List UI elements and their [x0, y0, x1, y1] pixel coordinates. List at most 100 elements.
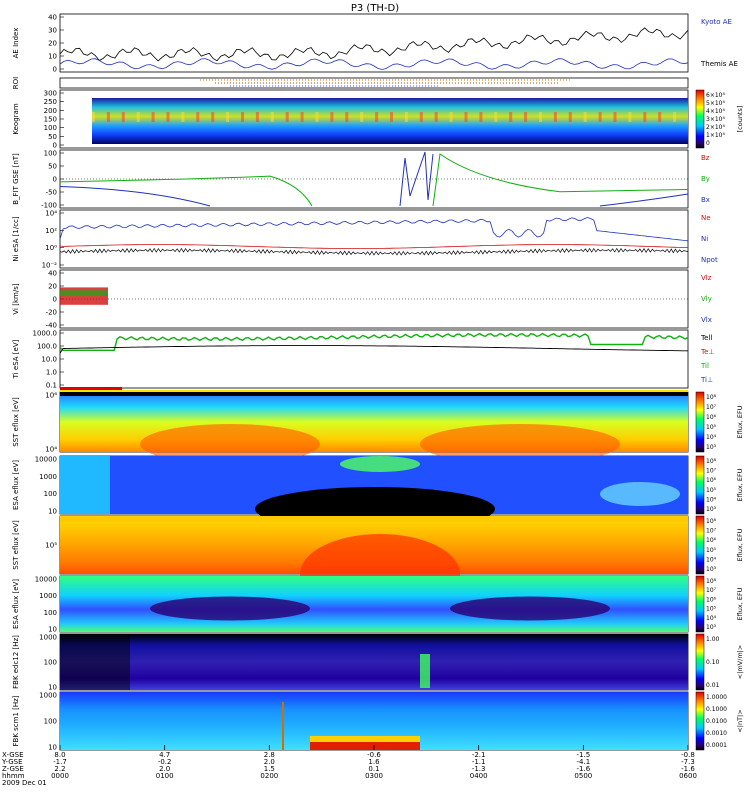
- panel-ytick: 10: [48, 508, 57, 516]
- keogram-stripe: [270, 112, 274, 122]
- panel-ytick: 10⁴: [45, 210, 57, 218]
- panel-ytick: 30: [48, 27, 57, 35]
- panel-ytick: 200: [44, 107, 57, 115]
- legend-entry: Bz: [701, 154, 710, 162]
- themis-ae-line: [59, 27, 689, 62]
- colorbar-unit: <|nT|>: [736, 709, 744, 732]
- colorbar-unit: <|mV/m|>: [736, 645, 744, 680]
- time-label: 0400: [470, 772, 488, 780]
- keogram-stripe: [315, 112, 319, 122]
- keogram-stripe: [330, 112, 334, 122]
- bx-line: [59, 186, 211, 207]
- colorbar-tick: 4×10⁴: [706, 108, 725, 115]
- colorbar-tick: 0.0010: [706, 730, 727, 737]
- keogram-stripe: [166, 112, 170, 122]
- ephem-x: -0.8: [681, 751, 695, 759]
- flux-region: [60, 516, 688, 522]
- ne-line: [59, 244, 689, 249]
- ephem-y: -1.1: [472, 758, 486, 766]
- panel-ytick: 50: [48, 133, 57, 141]
- panel-ytick: 100: [44, 490, 57, 498]
- keogram-stripe: [553, 112, 557, 122]
- legend-entry: Tell: [700, 334, 712, 342]
- colorbar-tick: 1×10⁴: [706, 132, 725, 139]
- keogram-stripe: [151, 112, 155, 122]
- panel-ytick: 0: [53, 66, 57, 74]
- colorbar-tick: 10⁶: [706, 596, 717, 603]
- colorbar-tick: 0.0001: [706, 742, 727, 749]
- panel-ytick: 50: [48, 163, 57, 171]
- bx-line: [399, 151, 434, 207]
- flux-region: [450, 596, 610, 621]
- colorbar-tick: 10³: [706, 506, 717, 513]
- keogram-stripe: [390, 112, 393, 122]
- colorbar-unit: Eflux, EFU: [736, 405, 744, 438]
- flux-region: [282, 702, 284, 750]
- panel-ytick: 100: [44, 718, 57, 726]
- panel-ylabel: ESA eflux [eV]: [12, 579, 20, 629]
- keogram-stripe: [196, 112, 200, 122]
- panel-ytick: 40: [48, 14, 57, 22]
- ephem-y: -1.7: [53, 758, 67, 766]
- ephem-row-label: hhmm: [2, 772, 25, 780]
- colorbar: [695, 391, 705, 453]
- ephem-x: -2.1: [472, 751, 486, 759]
- keogram-stripe: [360, 112, 364, 122]
- panel-ylabel: Ti eSA [eV]: [12, 339, 20, 379]
- panel-frame: [59, 77, 689, 89]
- keogram-stripe: [419, 112, 423, 122]
- colorbar-tick: 10⁸: [706, 518, 717, 525]
- panel-ytick: 20: [48, 40, 57, 48]
- colorbar-tick: 10⁸: [706, 458, 717, 465]
- by-line: [432, 153, 689, 207]
- panel-ytick: -100: [41, 202, 57, 210]
- ephem-z: -1.6: [576, 765, 590, 773]
- panel-ytick: 10: [48, 684, 57, 692]
- ti-line: [59, 332, 689, 351]
- ephem-y: -0.2: [158, 758, 172, 766]
- panel-ytick: 40: [48, 270, 57, 278]
- colorbar-tick: 10⁸: [706, 578, 717, 585]
- npot-line: [59, 247, 689, 256]
- legend-entry: Vlz: [701, 274, 712, 282]
- colorbar-tick: 10⁴: [706, 496, 717, 503]
- ephem-x: 8.0: [54, 751, 65, 759]
- mode-bar: [60, 390, 688, 392]
- flux-region: [420, 424, 620, 464]
- panel-ytick: 1000: [39, 473, 57, 481]
- panel-ylabel: Ni eSA [1/cc]: [12, 216, 20, 262]
- ephem-x: -1.5: [576, 751, 590, 759]
- panel-ytick: 10: [48, 53, 57, 61]
- panel-ytick: 100.0: [37, 343, 57, 351]
- keogram-stripe: [226, 112, 230, 122]
- legend-entry: Vly: [701, 295, 712, 303]
- ephem-z: 0.1: [368, 765, 379, 773]
- flux-region: [60, 456, 110, 514]
- panel-ytick: 100: [44, 124, 57, 132]
- colorbar-tick: 10⁸: [706, 394, 717, 401]
- kyoto-ae-line: [59, 58, 689, 70]
- legend-entry: Ti⊥: [700, 376, 713, 384]
- tell-line: [59, 345, 688, 354]
- panel-ylabel: FBK scm1 [Hz]: [12, 695, 20, 746]
- legend-entry: Til: [700, 362, 709, 370]
- colorbar-tick: 5×10⁴: [706, 100, 725, 107]
- keogram-stripe: [539, 112, 542, 122]
- legend-entry: Ne: [701, 214, 711, 222]
- keogram-stripe: [404, 112, 408, 122]
- time-label: 0600: [679, 772, 697, 780]
- colorbar-tick: 10³: [706, 444, 717, 451]
- colorbar-tick: 0: [706, 140, 710, 147]
- flux-region: [420, 654, 430, 688]
- keogram-stripe: [255, 112, 259, 122]
- panel-ylabel: B_FIT GSE [nT]: [12, 153, 20, 205]
- panel-ytick: 10⁰: [45, 244, 57, 252]
- colorbar: [695, 515, 705, 575]
- keogram-stripe: [598, 112, 602, 122]
- plot-title: P3 (TH-D): [351, 3, 399, 14]
- panel-frame: [59, 13, 689, 73]
- legend-entry: Ni: [701, 235, 708, 243]
- keogram-stripe: [241, 112, 244, 122]
- colorbar: [695, 633, 705, 691]
- colorbar-tick: 10³: [706, 566, 717, 573]
